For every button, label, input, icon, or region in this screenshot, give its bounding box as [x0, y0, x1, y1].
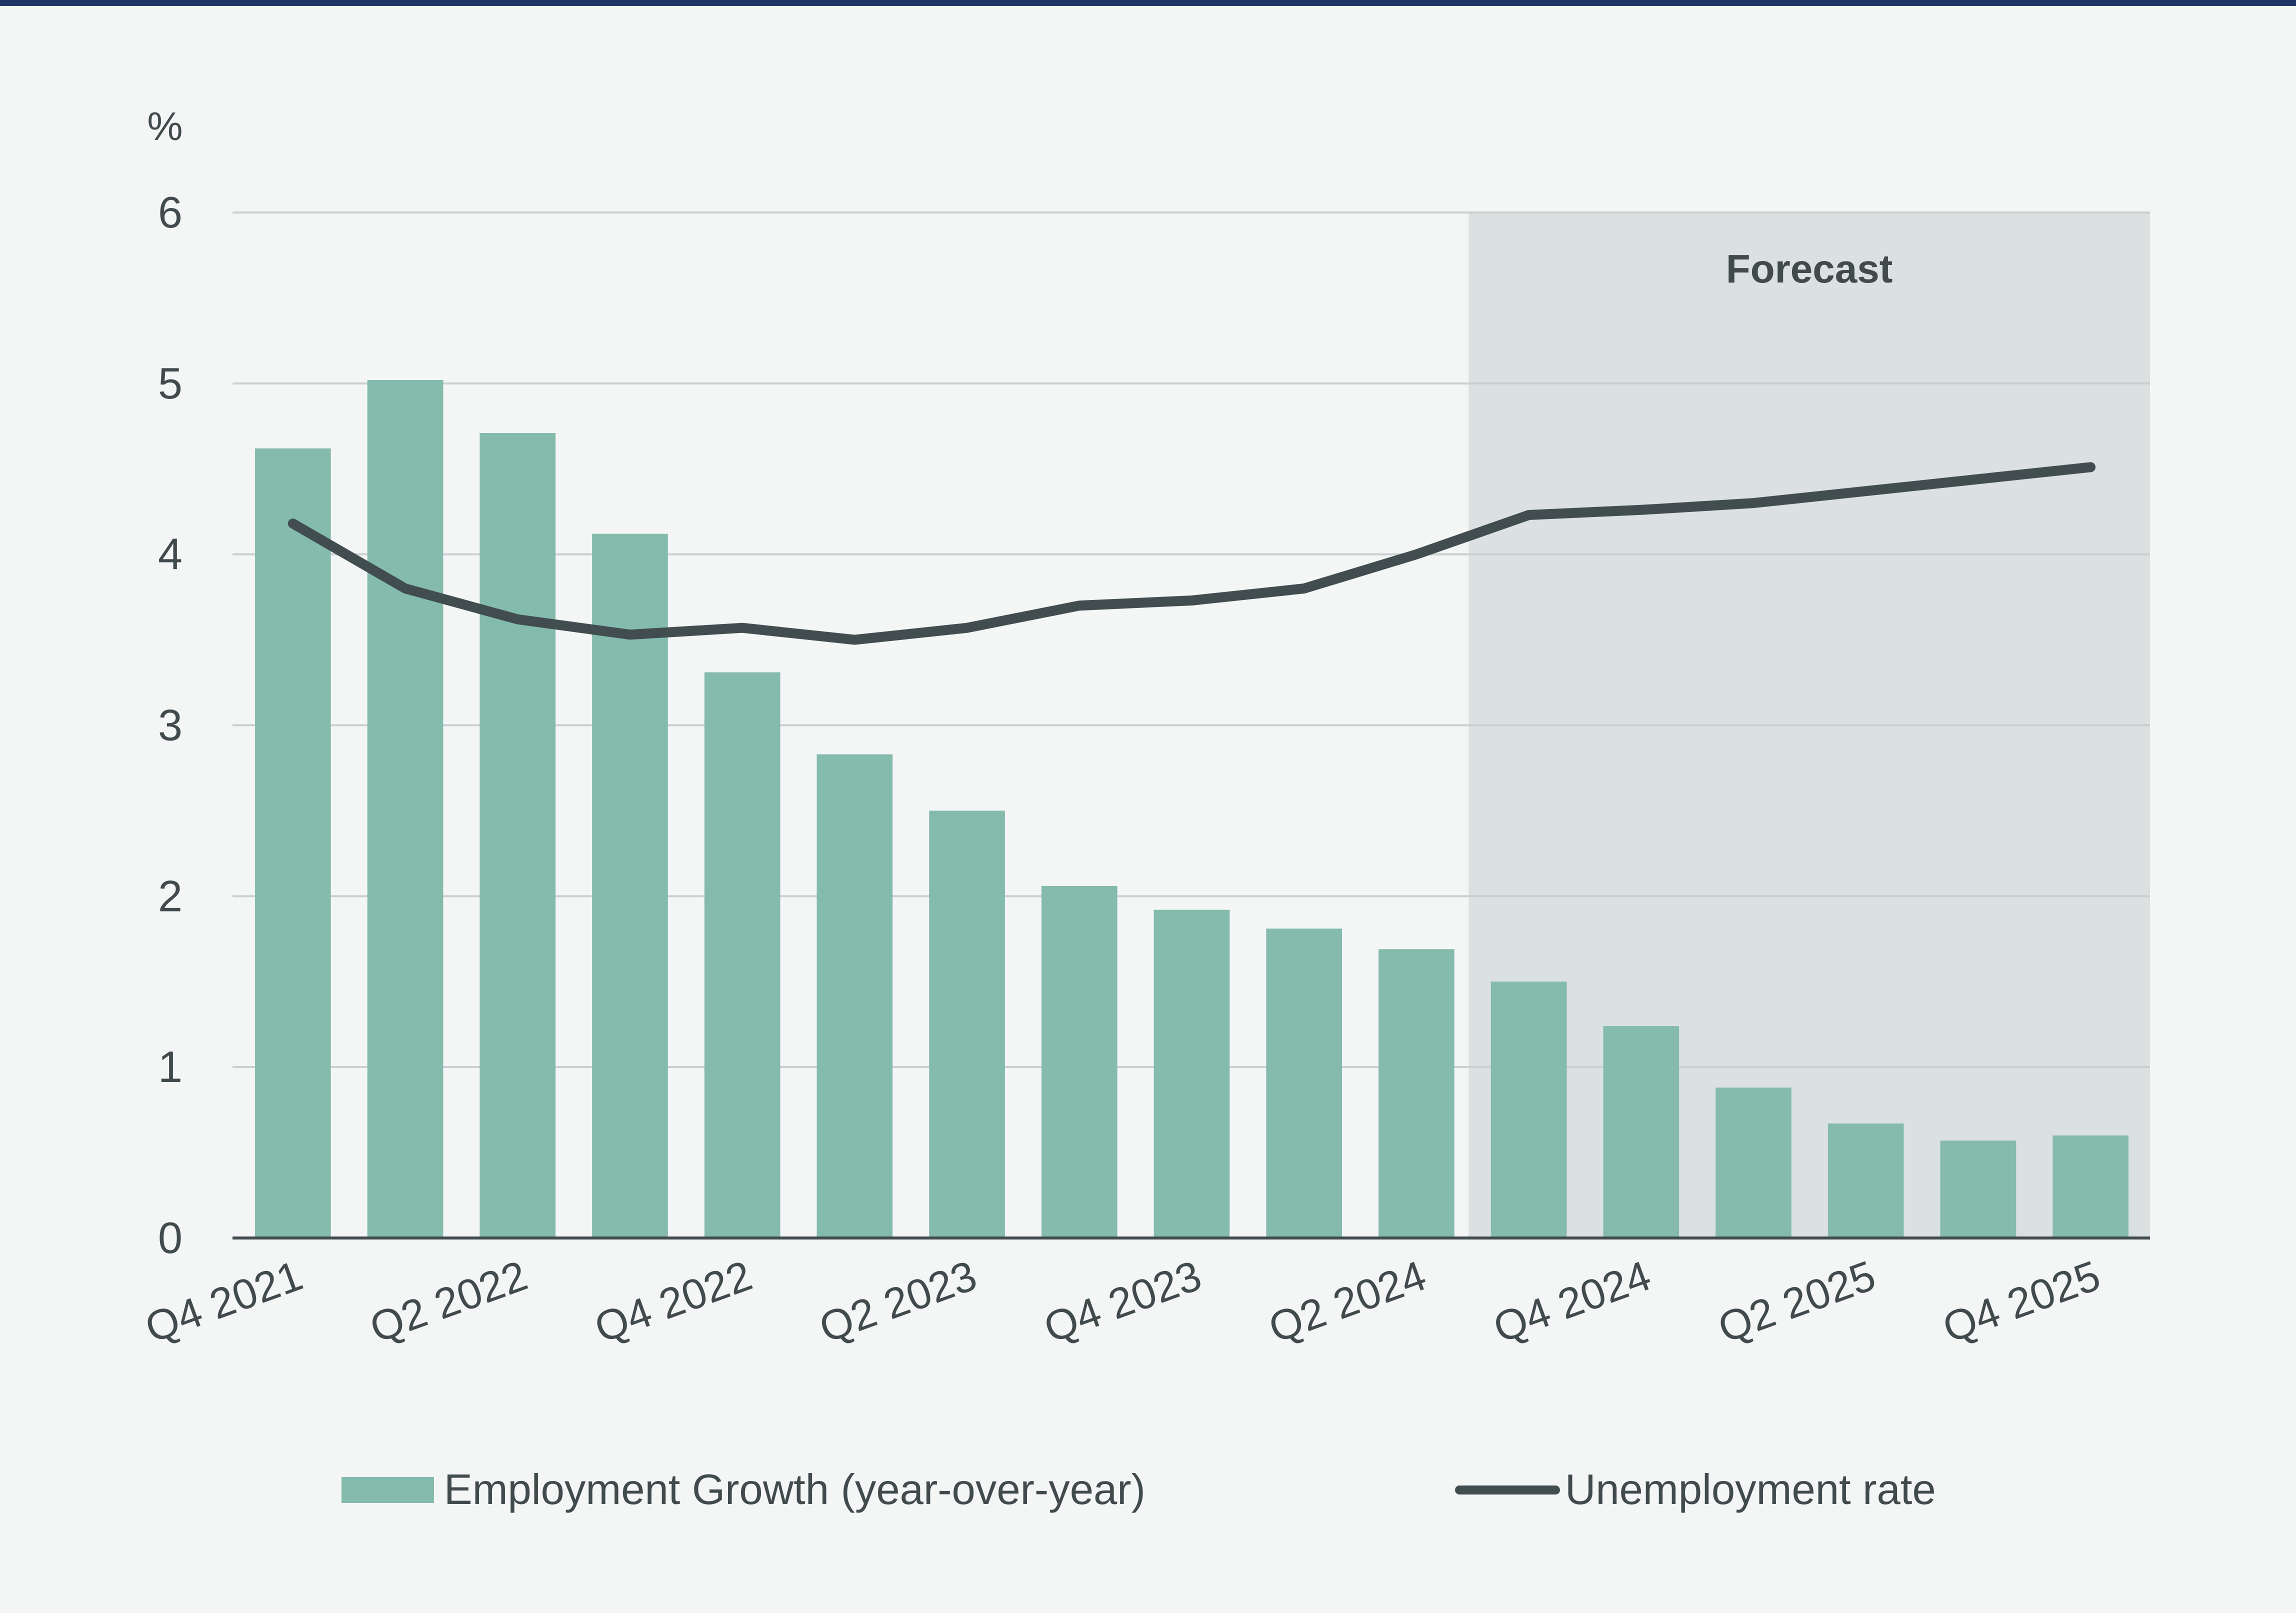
- y-tick-label: 1: [158, 1042, 182, 1092]
- bar-employment-growth: [2052, 1135, 2128, 1238]
- x-tick-label: Q2 2023: [814, 1252, 983, 1352]
- legend-item-employment-growth: Employment Growth (year-over-year): [342, 1462, 1146, 1518]
- bar-employment-growth: [1041, 886, 1118, 1238]
- bar-employment-growth: [816, 754, 893, 1238]
- y-tick-label: 6: [158, 188, 182, 237]
- legend-swatch-unemployment-rate: [1455, 1486, 1560, 1494]
- bar-employment-growth: [255, 448, 331, 1238]
- y-tick-label: 5: [158, 358, 182, 408]
- x-tick-label: Q2 2022: [364, 1252, 534, 1352]
- forecast-label: Forecast: [1726, 246, 1892, 291]
- bar-employment-growth: [1154, 910, 1230, 1238]
- x-tick-label: Q2 2024: [1262, 1252, 1432, 1352]
- bar-employment-growth: [480, 432, 556, 1238]
- bar-employment-growth: [1490, 982, 1567, 1238]
- bar-employment-growth: [1940, 1140, 2016, 1238]
- x-tick-label: Q4 2024: [1488, 1252, 1657, 1352]
- bar-employment-growth: [1828, 1123, 1904, 1238]
- legend-item-unemployment-rate: Unemployment rate: [1455, 1462, 1936, 1518]
- bar-employment-growth: [704, 672, 780, 1238]
- bar-employment-growth: [1378, 949, 1454, 1238]
- x-tick-label: Q2 2025: [1712, 1252, 1882, 1352]
- legend-swatch-employment-growth: [342, 1477, 434, 1503]
- bar-employment-growth: [929, 810, 1005, 1238]
- x-tick-label: Q4 2025: [1937, 1252, 2106, 1352]
- bar-employment-growth: [1716, 1088, 1792, 1238]
- legend-label-unemployment-rate: Unemployment rate: [1565, 1466, 1936, 1514]
- y-tick-label: 3: [158, 700, 182, 750]
- y-tick-label: 4: [158, 530, 182, 579]
- y-unit-label: %: [147, 104, 182, 148]
- bar-employment-growth: [367, 380, 444, 1238]
- bar-employment-growth: [592, 534, 668, 1238]
- legend: Employment Growth (year-over-year) Unemp…: [0, 1462, 2296, 1518]
- x-tick-label: Q4 2023: [1038, 1252, 1208, 1352]
- bar-employment-growth: [1266, 928, 1342, 1238]
- y-tick-label: 2: [158, 871, 182, 920]
- y-tick-label: 0: [158, 1213, 182, 1262]
- x-tick-label: Q4 2021: [139, 1252, 308, 1352]
- legend-label-employment-growth: Employment Growth (year-over-year): [444, 1466, 1146, 1514]
- bar-employment-growth: [1603, 1026, 1680, 1238]
- top-rule: [0, 0, 2296, 6]
- line-unemployment-rate: [288, 462, 2096, 645]
- x-tick-label: Q4 2022: [588, 1252, 758, 1352]
